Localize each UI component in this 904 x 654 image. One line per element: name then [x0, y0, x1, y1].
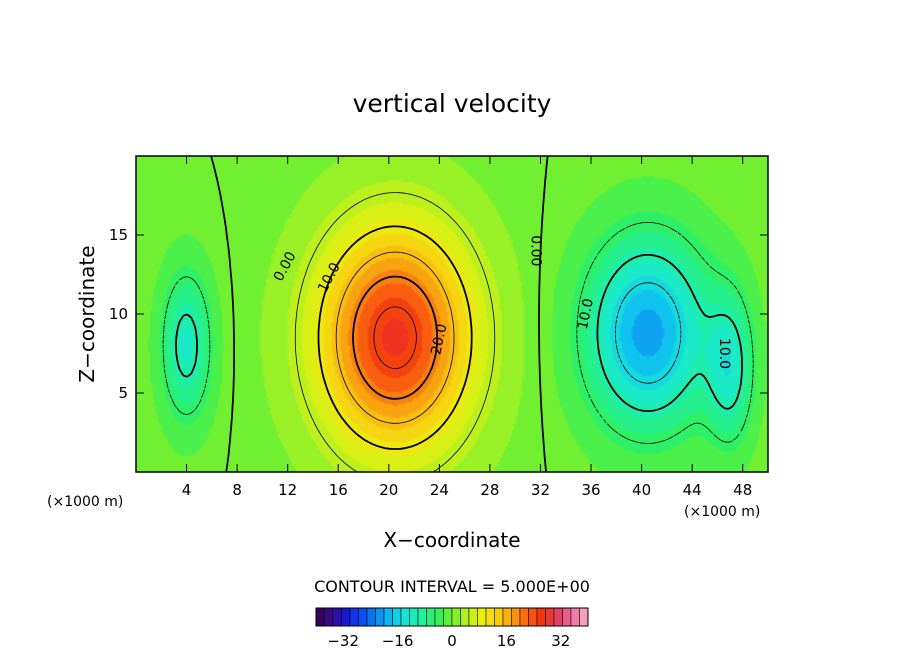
- colorbar-swatch: [349, 607, 359, 627]
- x-unit-label-right: (×1000 m): [684, 504, 760, 520]
- x-tick-label: 4: [182, 481, 192, 499]
- colorbar-swatch: [332, 607, 342, 627]
- contour-line: [615, 282, 682, 384]
- x-unit-label-left: (×1000 m): [47, 494, 123, 510]
- colorbar-swatch: [545, 607, 555, 627]
- colorbar-swatch: [502, 607, 512, 627]
- contour-label: 10.0: [575, 297, 597, 331]
- contour-label: 20.0: [428, 322, 450, 356]
- colorbar-swatch: [536, 607, 546, 627]
- colorbar-swatch: [375, 607, 385, 627]
- chart-title: vertical velocity: [353, 89, 552, 118]
- colorbar-swatch: [519, 607, 529, 627]
- contour-line: [317, 225, 473, 450]
- colorbar-swatch: [553, 607, 563, 627]
- colorbar-swatch: [485, 607, 495, 627]
- colorbar-swatch: [528, 607, 538, 627]
- colorbar-swatch: [400, 607, 410, 627]
- colorbar-swatch: [392, 607, 402, 627]
- x-tick-label: 40: [632, 481, 651, 499]
- colorbar-swatch: [358, 607, 368, 627]
- y-axis-ticks: 5 10 15: [109, 226, 768, 402]
- colorbar-tick-label: 0: [447, 632, 457, 650]
- colorbar: [315, 607, 589, 627]
- x-tick-label: 24: [430, 481, 449, 499]
- x-axis-ticks: 4 8 12 16 20 24 28 32 36 40 44 48: [182, 156, 752, 499]
- colorbar-swatch: [451, 607, 461, 627]
- colorbar-swatch: [417, 607, 427, 627]
- x-tick-label: 32: [531, 481, 550, 499]
- x-tick-label: 12: [278, 481, 297, 499]
- x-tick-label: 8: [232, 481, 242, 499]
- colorbar-tick-labels: −32 −16 0 16 32: [327, 632, 570, 650]
- colorbar-swatch: [341, 607, 351, 627]
- colorbar-swatch: [315, 607, 325, 627]
- colorbar-swatch: [570, 607, 580, 627]
- colorbar-swatch: [511, 607, 521, 627]
- colorbar-frame: [315, 607, 589, 627]
- contour-label: 10.0: [716, 338, 732, 369]
- colorbar-swatch: [468, 607, 478, 627]
- colorbar-swatch: [562, 607, 572, 627]
- contour-line: [210, 156, 549, 472]
- colorbar-swatch: [579, 607, 589, 627]
- y-tick-label: 5: [118, 384, 128, 402]
- contour-line: [294, 192, 496, 472]
- x-tick-label: 48: [733, 481, 752, 499]
- colorbar-tick-label: −16: [382, 632, 414, 650]
- colorbar-tick-label: −32: [327, 632, 359, 650]
- y-axis-label: Z−coordinate: [75, 245, 99, 382]
- colorbar-tick-label: 32: [551, 632, 570, 650]
- x-tick-label: 20: [379, 481, 398, 499]
- colorbar-tick-label: 16: [497, 632, 516, 650]
- contour-label: 0.00: [527, 235, 543, 266]
- contour-lines: [162, 156, 754, 472]
- colorbar-swatch: [477, 607, 487, 627]
- colorbar-swatch: [434, 607, 444, 627]
- x-tick-label: 36: [581, 481, 600, 499]
- colorbar-swatch: [366, 607, 376, 627]
- colorbar-swatch: [494, 607, 504, 627]
- x-tick-label: 44: [683, 481, 702, 499]
- colorbar-swatch: [409, 607, 419, 627]
- contour-line: [373, 306, 417, 369]
- x-tick-label: 28: [480, 481, 499, 499]
- colorbar-swatch: [460, 607, 470, 627]
- x-axis-label: X−coordinate: [383, 528, 520, 552]
- contour-interval-text: CONTOUR INTERVAL = 5.000E+00: [314, 577, 590, 596]
- colorbar-swatch: [443, 607, 453, 627]
- colorbar-swatch: [383, 607, 393, 627]
- colorbar-swatch: [426, 607, 436, 627]
- contour-line: [352, 275, 439, 400]
- y-tick-label: 15: [109, 226, 128, 244]
- y-tick-label: 10: [109, 305, 128, 323]
- contour-line: [175, 254, 743, 412]
- x-tick-label: 16: [329, 481, 348, 499]
- colorbar-swatch: [324, 607, 334, 627]
- contour-line: [335, 251, 455, 424]
- contour-line: [162, 222, 754, 444]
